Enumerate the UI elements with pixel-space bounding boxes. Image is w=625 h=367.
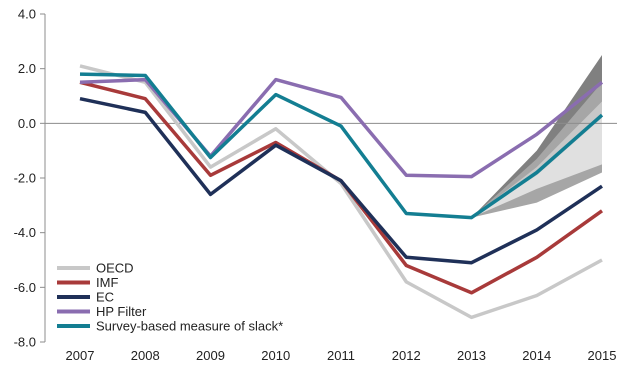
x-tick-label: 2009: [196, 348, 225, 363]
legend-label: Survey-based measure of slack*: [96, 319, 283, 334]
x-tick-label: 2015: [588, 348, 617, 363]
x-tick-label: 2008: [131, 348, 160, 363]
y-tick-label: 4.0: [18, 7, 36, 22]
x-tick-label: 2012: [392, 348, 421, 363]
fan-chart-bands: [471, 55, 602, 218]
x-tick-label: 2010: [261, 348, 290, 363]
y-tick-label: -4.0: [14, 225, 36, 240]
x-tick-label: 2007: [66, 348, 95, 363]
fan-band: [471, 117, 602, 218]
series-lines: [79, 64, 604, 320]
legend-label: IMF: [96, 275, 118, 290]
y-tick-label: 0.0: [18, 116, 36, 131]
legend-label: OECD: [96, 261, 134, 276]
x-axis-ticks: 2007 2008 2009 2010 2011 2012 2013 2014 2015: [66, 348, 617, 363]
legend-label: EC: [96, 290, 114, 305]
fan-band: [471, 82, 602, 218]
y-tick-label: -6.0: [14, 280, 36, 295]
legend-label: HP Filter: [96, 304, 147, 319]
y-tick-label: -2.0: [14, 171, 36, 186]
x-tick-label: 2013: [457, 348, 486, 363]
x-tick-label: 2014: [522, 348, 551, 363]
y-axis-ticks: 4.0 2.0 0.0 -2.0 -4.0 -6.0 -8.0: [14, 7, 45, 350]
y-tick-label: -8.0: [14, 335, 36, 350]
series-line-ec: [79, 96, 603, 265]
x-tick-label: 2011: [327, 348, 355, 363]
y-tick-label: 2.0: [18, 61, 36, 76]
series-line-survey-based-measure-of-slack: [79, 72, 604, 220]
